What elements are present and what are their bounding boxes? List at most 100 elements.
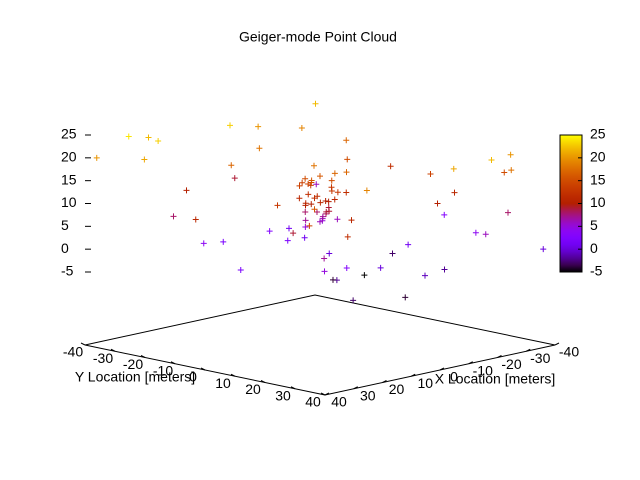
x-tick: [353, 386, 358, 390]
point: [284, 237, 291, 244]
point: [321, 268, 328, 275]
point: [331, 170, 338, 177]
y-tick: [200, 367, 206, 371]
point: [220, 238, 227, 245]
point: [290, 230, 297, 237]
point: [482, 231, 489, 238]
x-tick: [411, 373, 416, 377]
x-tick: [439, 367, 445, 371]
point: [434, 200, 441, 207]
y-tick: [230, 373, 236, 377]
point: [302, 175, 309, 182]
point: [93, 154, 100, 161]
point: [343, 137, 350, 144]
z-tick-label: 15: [61, 171, 77, 187]
point: [183, 187, 190, 194]
point: [305, 180, 312, 187]
x-tick: [468, 361, 473, 365]
point: [326, 250, 333, 257]
point: [255, 123, 262, 130]
point: [350, 297, 357, 304]
point: [344, 156, 351, 163]
point: [472, 229, 479, 236]
z-tick-label: 20: [61, 149, 77, 165]
x-tick-label: 40: [331, 394, 347, 410]
y-tick: [80, 342, 86, 346]
point: [308, 201, 315, 208]
x-tick-label: -20: [501, 356, 521, 372]
point: [155, 138, 162, 145]
y-tick-label: 40: [305, 394, 321, 410]
y-tick: [140, 355, 146, 358]
x-axis-label: X Location [meters]: [435, 371, 556, 387]
point: [299, 179, 306, 186]
point: [405, 241, 412, 248]
point: [422, 272, 428, 279]
point: [343, 169, 350, 176]
z-tick-label: 10: [61, 194, 77, 210]
x-tick-label: -40: [559, 344, 579, 360]
point: [296, 182, 303, 189]
point: [192, 216, 199, 223]
point: [331, 196, 338, 203]
point: [141, 156, 148, 163]
point: [343, 189, 350, 196]
point: [317, 173, 323, 180]
point: [302, 200, 309, 207]
point: [301, 234, 308, 241]
y-tick: [170, 361, 176, 365]
y-tick-label: 30: [275, 387, 291, 403]
z-tick-label: 25: [61, 126, 77, 142]
point: [319, 213, 326, 220]
colorbar-tick-label: 5: [590, 217, 598, 233]
colorbar-tick-label: 0: [590, 240, 598, 256]
point: [328, 184, 335, 191]
point: [322, 198, 329, 204]
point: [306, 222, 313, 229]
point: [450, 165, 457, 172]
point: [441, 211, 448, 218]
x-tick: [497, 355, 502, 358]
y-tick: [290, 386, 296, 390]
point: [389, 250, 396, 257]
base-plane: [84, 294, 556, 396]
y-tick-label: -20: [123, 356, 143, 372]
z-tick-label: -5: [61, 263, 74, 279]
point: [145, 134, 152, 141]
z-tick-label: 5: [61, 217, 69, 233]
point: [286, 225, 292, 232]
point: [501, 169, 508, 176]
point: [312, 100, 319, 107]
y-axis-label: Y Location [meters]: [75, 369, 195, 385]
point: [228, 162, 235, 169]
colorbar-tick-label: 15: [590, 171, 606, 187]
colorbar-tick-label: 25: [590, 126, 606, 142]
point: [231, 175, 238, 182]
point: [334, 189, 341, 196]
point: [311, 162, 317, 169]
point: [302, 217, 309, 224]
point: [323, 208, 330, 215]
point: [266, 228, 273, 235]
point: [274, 202, 281, 209]
y-tick-label: -10: [153, 362, 173, 378]
point: [377, 264, 384, 271]
point: [311, 195, 318, 202]
point: [317, 199, 324, 206]
y-tick-label: -30: [93, 350, 113, 366]
x-tick-label: -10: [473, 362, 493, 378]
point: [308, 177, 315, 184]
point: [305, 191, 312, 198]
point: [328, 177, 335, 184]
point: [441, 266, 448, 273]
point: [348, 217, 355, 224]
point: [311, 206, 318, 213]
point: [321, 255, 328, 262]
x-tick-label: 30: [360, 387, 376, 403]
point: [296, 195, 303, 202]
point: [237, 267, 244, 274]
point: [387, 163, 394, 170]
y-tick-label: 0: [189, 369, 197, 385]
